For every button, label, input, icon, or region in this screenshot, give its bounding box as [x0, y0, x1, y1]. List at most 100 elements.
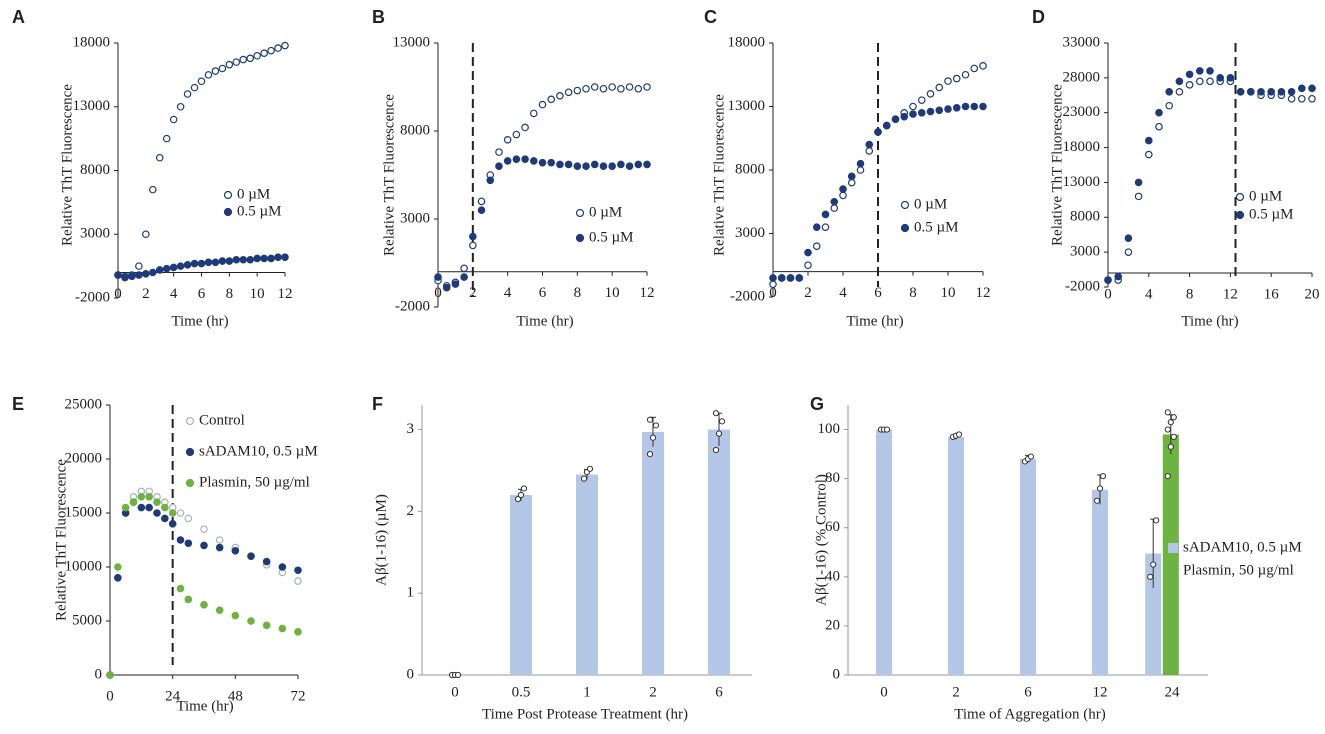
- y-tick-label: 18000: [73, 34, 111, 50]
- x-tick-label: 0: [1104, 286, 1112, 302]
- data-point: [477, 206, 486, 215]
- data-point: [1185, 81, 1194, 89]
- data-point: [564, 160, 573, 169]
- data-point: [556, 92, 564, 100]
- data-point: [1257, 88, 1265, 96]
- data-point: [145, 492, 153, 501]
- data-point: [215, 606, 224, 615]
- y-axis-label: Relative ThT Fluorescence: [381, 94, 397, 256]
- replicate-point: [646, 450, 654, 458]
- replicate-point: [1150, 561, 1157, 568]
- data-point: [812, 242, 821, 251]
- x-tick-label: 12: [278, 286, 293, 302]
- data-point: [634, 84, 643, 93]
- data-point: [142, 269, 150, 278]
- data-point: [211, 258, 220, 267]
- y-tick-label: 13000: [1063, 174, 1101, 190]
- data-point: [839, 191, 847, 200]
- data-point: [135, 271, 143, 279]
- data-point: [121, 273, 129, 282]
- data-point: [547, 95, 556, 104]
- data-point: [260, 254, 268, 263]
- data-point: [1267, 88, 1276, 96]
- data-point: [114, 573, 122, 582]
- data-point: [1155, 122, 1163, 131]
- data-point: [865, 140, 874, 149]
- legend-label: 0.5 µM: [237, 203, 281, 219]
- data-point: [952, 103, 961, 112]
- y-tick-label: 20: [825, 617, 840, 633]
- data-point: [495, 162, 503, 171]
- data-point: [184, 539, 193, 548]
- data-point: [1277, 88, 1286, 96]
- y-tick-label: -2000: [75, 289, 110, 305]
- data-point: [477, 197, 486, 206]
- data-point: [512, 155, 521, 163]
- panel-label: D: [1032, 7, 1045, 27]
- data-point: [935, 83, 944, 92]
- replicate-point: [454, 671, 462, 679]
- replicate-point: [646, 416, 654, 423]
- replicate-point: [955, 431, 963, 438]
- x-axis-label: Time (hr): [1181, 313, 1238, 329]
- data-point: [246, 255, 255, 264]
- data-point: [114, 563, 122, 571]
- data-point: [882, 121, 891, 130]
- data-point: [1134, 192, 1143, 201]
- data-point: [274, 44, 282, 52]
- x-tick-label: 12: [1093, 684, 1108, 700]
- data-point: [1145, 150, 1153, 159]
- replicate-point: [649, 434, 657, 441]
- data-point: [891, 115, 900, 124]
- data-point: [190, 83, 199, 92]
- data-point: [155, 153, 164, 162]
- y-tick-label: 3000: [1070, 244, 1100, 260]
- data-point: [926, 107, 935, 116]
- panel-label: B: [372, 7, 385, 27]
- x-tick-label: 24: [1165, 684, 1181, 700]
- x-tick-label: 8: [909, 285, 917, 301]
- y-tick-label: 3000: [80, 226, 110, 242]
- data-point: [176, 262, 185, 270]
- data-point: [184, 595, 193, 604]
- data-point: [469, 241, 477, 250]
- y-tick-label: 80: [825, 470, 840, 486]
- y-tick-label: 15000: [65, 504, 103, 520]
- data-point: [1124, 234, 1133, 243]
- data-point: [294, 566, 302, 575]
- data-point: [260, 49, 268, 58]
- y-axis-label: Relative ThT Fluorescence: [1049, 84, 1065, 246]
- data-point: [1206, 67, 1214, 75]
- y-tick-label: 20000: [65, 450, 103, 466]
- x-tick-label: 0: [106, 688, 114, 704]
- data-point: [114, 271, 122, 279]
- x-tick-label: 8: [574, 285, 582, 301]
- legend-label: sADAM10, 0.5 µM: [1183, 539, 1302, 555]
- data-point: [1175, 88, 1184, 96]
- data-point: [944, 105, 952, 113]
- data-point: [1145, 136, 1153, 145]
- data-point: [1287, 88, 1296, 96]
- data-point: [503, 136, 512, 144]
- replicate-point: [712, 410, 720, 417]
- data-point: [1196, 77, 1204, 86]
- data-point: [197, 259, 206, 268]
- data-point: [625, 162, 634, 171]
- data-point: [634, 160, 643, 169]
- data-point: [1216, 74, 1225, 82]
- data-point: [215, 543, 224, 552]
- data-point: [1287, 94, 1296, 103]
- data-point: [169, 263, 178, 272]
- data-point: [121, 503, 130, 512]
- data-point: [215, 536, 224, 544]
- data-point: [1185, 70, 1194, 79]
- data-point: [247, 552, 255, 561]
- panel-label: A: [12, 7, 25, 27]
- y-axis-label: Relative ThT Fluorescence: [59, 84, 75, 246]
- replicate-point: [520, 485, 528, 492]
- data-point: [486, 176, 495, 185]
- x-axis-label: Time (hr): [516, 313, 573, 329]
- data-point: [184, 514, 193, 523]
- y-tick-label: 13000: [728, 98, 766, 114]
